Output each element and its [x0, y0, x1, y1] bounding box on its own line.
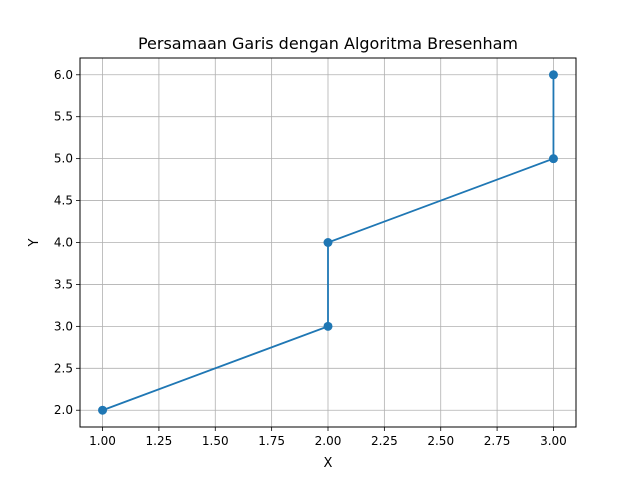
x-tick-label: 2.50 — [427, 434, 454, 448]
data-point — [548, 70, 558, 80]
data-point — [323, 321, 333, 331]
x-tick-label: 1.25 — [146, 434, 173, 448]
chart-title: Persamaan Garis dengan Algoritma Bresenh… — [138, 34, 518, 53]
y-tick-label: 2.0 — [54, 403, 73, 417]
y-tick-label: 6.0 — [54, 68, 73, 82]
x-axis: 1.00 1.25 1.50 1.75 2.00 2.25 2.50 2.75 3.00 — [89, 427, 567, 448]
data-point — [323, 238, 333, 247]
y-tick-label: 5.0 — [54, 152, 73, 166]
y-tick-label: 4.5 — [54, 194, 73, 208]
y-axis-label: Y — [27, 238, 42, 247]
x-tick-label: 1.75 — [258, 434, 285, 448]
x-tick-label: 2.00 — [315, 434, 342, 448]
y-tick-label: 2.5 — [54, 361, 73, 375]
x-tick-label: 1.00 — [89, 434, 116, 448]
data-point — [98, 405, 108, 415]
x-tick-label: 1.50 — [202, 434, 229, 448]
y-tick-label: 5.5 — [54, 110, 73, 124]
y-tick-label: 4.0 — [54, 236, 73, 250]
y-axis: 2.0 2.5 3.0 3.5 4.0 4.5 5.0 5.5 6.0 — [54, 68, 80, 417]
x-tick-label: 2.25 — [371, 434, 398, 448]
x-tick-label: 2.75 — [484, 434, 511, 448]
x-axis-label: X — [324, 456, 333, 471]
x-tick-label: 3.00 — [540, 434, 567, 448]
series-layer — [98, 70, 558, 415]
data-point — [548, 154, 558, 164]
y-tick-label: 3.5 — [54, 277, 73, 291]
y-tick-label: 3.0 — [54, 319, 73, 333]
